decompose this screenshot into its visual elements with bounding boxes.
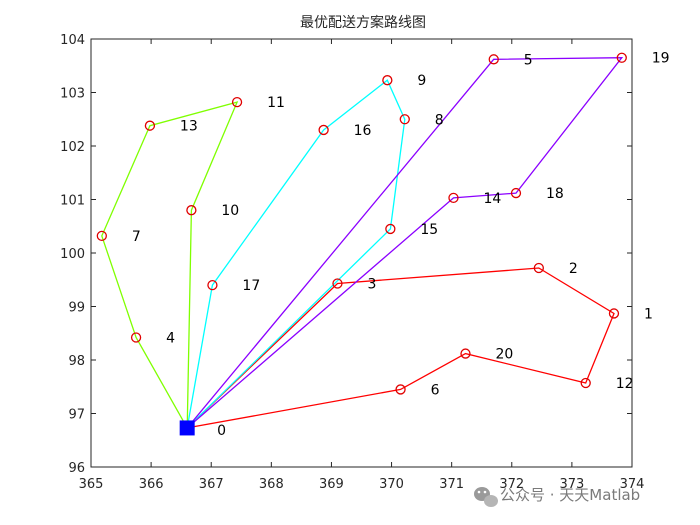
x-tick-label: 372	[499, 477, 524, 492]
node-label-11: 11	[267, 95, 285, 111]
y-tick-label: 103	[60, 87, 85, 102]
watermark-text: 公众号 · 天天Matlab	[500, 486, 640, 504]
x-tick-label: 370	[379, 477, 404, 492]
marker-layer	[96, 52, 627, 436]
x-tick-label: 365	[79, 477, 104, 492]
tick-layer: 365 366 367 368 369 370 371 372 373 3749697989910…	[60, 33, 644, 492]
x-tick-label: 369	[319, 477, 344, 492]
node-label-8: 8	[435, 112, 444, 128]
node-marker-1	[608, 308, 620, 319]
node-marker-20	[460, 348, 471, 359]
node-marker-4	[130, 332, 142, 343]
node-label-7: 7	[132, 229, 141, 245]
node-marker-7	[96, 230, 107, 242]
node-marker-2	[533, 262, 544, 274]
node-label-16: 16	[354, 123, 372, 139]
node-label-4: 4	[166, 331, 175, 347]
node-label-15: 15	[420, 222, 438, 238]
node-marker-10	[186, 205, 197, 216]
node-label-3: 3	[367, 276, 376, 292]
y-tick-label: 97	[68, 408, 85, 423]
node-label-18: 18	[546, 186, 564, 202]
watermark: 公众号 · 天天Matlab	[474, 486, 640, 507]
node-label-14: 14	[483, 191, 501, 207]
node-marker-9	[382, 75, 393, 86]
y-tick-label: 104	[60, 33, 85, 48]
x-tick-label: 371	[439, 477, 464, 492]
node-marker-18	[510, 187, 522, 199]
x-tick-label: 366	[139, 477, 164, 492]
node-label-10: 10	[221, 203, 239, 219]
node-marker-3	[332, 278, 343, 289]
node-marker-15	[385, 223, 396, 235]
chart-title: 最优配送方案路线图	[300, 14, 426, 31]
route-layer	[101, 57, 624, 429]
node-marker-5	[488, 54, 499, 65]
y-tick-label: 98	[68, 354, 85, 369]
node-marker-8	[399, 114, 410, 125]
x-tick-label: 367	[199, 477, 224, 492]
y-tick-label: 102	[60, 140, 85, 155]
node-marker-14	[448, 192, 459, 204]
node-marker-17	[207, 279, 218, 291]
node-label-5: 5	[524, 52, 533, 68]
depot-label: 0	[217, 423, 226, 439]
node-marker-11	[231, 96, 243, 108]
node-label-2: 2	[569, 261, 578, 277]
plot-area-box	[90, 38, 633, 468]
node-marker-6	[395, 384, 406, 395]
node-label-12: 12	[616, 376, 634, 392]
y-tick-label: 100	[60, 247, 85, 262]
route-line-3	[186, 79, 406, 429]
y-tick-label: 96	[68, 461, 85, 476]
x-tick-label: 373	[559, 477, 584, 492]
route-line-4	[186, 57, 624, 429]
node-label-9: 9	[417, 73, 426, 89]
node-marker-12	[580, 377, 591, 389]
x-tick-label: 368	[259, 477, 284, 492]
route-line-2	[101, 101, 239, 429]
y-tick-label: 99	[68, 301, 85, 316]
wechat-icon	[474, 487, 498, 507]
node-marker-19	[616, 52, 627, 63]
node-label-13: 13	[180, 119, 198, 135]
node-marker-16	[318, 124, 329, 136]
node-label-1: 1	[644, 306, 653, 322]
y-tick-label: 101	[60, 194, 85, 209]
node-marker-13	[144, 120, 156, 131]
node-label-17: 17	[242, 278, 260, 294]
node-label-20: 20	[495, 347, 513, 363]
route-line-1	[186, 267, 615, 429]
node-label-19: 19	[652, 51, 670, 67]
x-tick-label: 374	[620, 477, 645, 492]
node-label-6: 6	[431, 382, 440, 398]
depot-marker	[179, 420, 195, 436]
